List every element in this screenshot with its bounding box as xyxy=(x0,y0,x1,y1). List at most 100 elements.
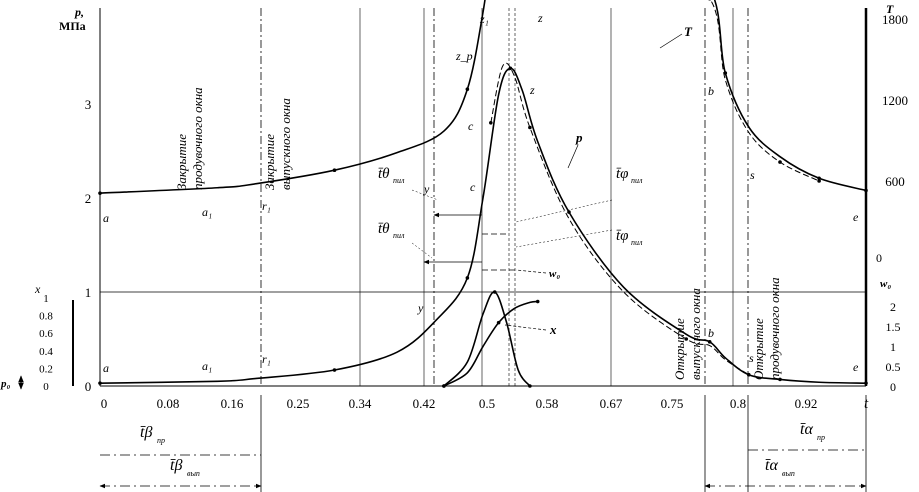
data-point-t-calc xyxy=(708,0,711,1)
label-t-beta-pr-sub: пр xyxy=(157,436,165,445)
p-axis-title: p, xyxy=(74,5,84,19)
lower-label-e: e xyxy=(853,360,859,374)
label-t-alpha-pr-sub: пр xyxy=(817,433,825,442)
t-tick-label: 0.25 xyxy=(287,396,310,411)
curve-label-T: T xyxy=(684,24,693,39)
label-t-alpha-vyp-sub: вып xyxy=(782,469,795,478)
point-label-a1: a₁ xyxy=(202,205,212,219)
t-axis-ticks: 0 0.08 0.16 0.25 0.34 0.42 0.5 0.58 0.67 0.75 0.8 0… xyxy=(101,396,818,411)
data-point-w0 xyxy=(492,290,497,294)
t-tick-label: 0.8 xyxy=(730,396,746,411)
x-fraction-tick-label: 0.2 xyxy=(39,363,53,375)
label-t-beta-vyp-sub: вып xyxy=(187,469,200,478)
w-tick-label: 2 xyxy=(890,300,896,314)
x-fraction-tick-label: 0 xyxy=(43,381,49,393)
data-point-p xyxy=(778,377,782,382)
data-point-p-calc xyxy=(684,337,689,341)
curve-label-x: x xyxy=(549,322,557,337)
data-point-w0 xyxy=(528,384,532,388)
p-axis-unit: МПа xyxy=(59,19,86,33)
label-t-phi-2-sub: пил xyxy=(631,238,643,247)
label-t-phi-2: t̄φ xyxy=(616,228,629,244)
w-axis-title: w₀ xyxy=(880,278,891,290)
w-axis-ticks: 2 1.5 1 0.5 0 xyxy=(886,300,901,394)
lower-label-r1: r₁ xyxy=(262,352,271,366)
label-t-theta-1: t̄θ xyxy=(378,166,390,182)
data-point-t xyxy=(465,87,470,91)
x-fraction-tick-label: 1 xyxy=(43,293,49,305)
lower-label-y: y xyxy=(417,301,424,315)
T-tick-label: 600 xyxy=(885,174,905,189)
svg-text:Открытие: Открытие xyxy=(672,318,687,380)
data-point-t xyxy=(332,168,337,172)
point-label-e-upper: e xyxy=(853,210,859,224)
t-tick-label: 0 xyxy=(101,396,108,411)
series-line-t xyxy=(99,0,867,194)
t-axis-label: t xyxy=(864,396,869,412)
data-point-t xyxy=(817,176,821,181)
point-label-y: y xyxy=(423,182,430,196)
svg-text:продувочного окна: продувочного окна xyxy=(190,87,205,190)
data-point-p xyxy=(508,66,513,71)
label-t-beta-pr: t̄β xyxy=(140,424,153,441)
data-point-p xyxy=(567,210,571,214)
data-point-t-calc xyxy=(817,179,821,183)
t-tick-label: 0.67 xyxy=(600,396,623,411)
T-tick-label: 1800 xyxy=(882,12,908,27)
t-tick-label: 0.16 xyxy=(221,396,244,411)
p-tick-label: 3 xyxy=(85,97,92,112)
annotation-open-exhaust: Открытие выпускного окна xyxy=(672,288,703,380)
curve-label-p-leader xyxy=(567,144,579,169)
data-point-x xyxy=(442,384,446,388)
point-label-r1: r₁ xyxy=(262,199,271,213)
x-fraction-tick-label: 0.6 xyxy=(39,328,53,340)
t-tick-label: 0.92 xyxy=(795,396,818,411)
lower-label-a1: a₁ xyxy=(202,359,212,373)
label-t-alpha-vyp: t̄α xyxy=(765,457,779,474)
label-t-phi-1: t̄φ xyxy=(616,166,629,182)
p-tick-label: 0 xyxy=(85,379,92,394)
data-point-p-calc xyxy=(528,125,532,130)
data-point-p xyxy=(707,340,712,344)
w-tick-label: 1 xyxy=(890,340,896,354)
point-label-b-upper: b xyxy=(708,84,714,98)
T-tick-label: 1200 xyxy=(882,93,908,108)
point-label-zp: z_p xyxy=(455,49,473,63)
label-t-theta-2-sub: пил xyxy=(393,231,405,240)
T-axis-zero: 0 xyxy=(876,251,882,265)
point-label-z-p: z xyxy=(529,83,535,97)
lower-label-s: s xyxy=(749,351,754,365)
p-tick-label: 1 xyxy=(85,285,92,300)
svg-text:выпускного окна: выпускного окна xyxy=(278,98,293,190)
data-point-x xyxy=(535,299,540,304)
t-tick-label: 0.5 xyxy=(479,396,495,411)
leader-phi-2 xyxy=(515,229,613,248)
data-point-p xyxy=(332,368,337,372)
data-point-p xyxy=(864,381,868,385)
label-t-theta-2: t̄θ xyxy=(378,221,390,237)
T-axis-ticks: 600120018002400 xyxy=(882,12,908,189)
x-fraction-axis-ticks: 1 0.8 0.6 0.4 0.2 0 xyxy=(39,293,53,393)
curve-label-w0: w₀ xyxy=(549,268,560,280)
w-tick-label: 0 xyxy=(890,380,896,394)
point-label-a: a xyxy=(103,211,109,225)
data-point-t xyxy=(98,191,102,195)
data-point-p-calc xyxy=(746,372,751,377)
point-label-z1: z₁ xyxy=(479,12,489,26)
x-fraction-tick-label: 0.4 xyxy=(39,346,53,358)
leader-phi-1 xyxy=(515,199,613,223)
data-point-p-calc xyxy=(489,121,493,125)
T-axis-title: T xyxy=(886,2,894,16)
t-tick-label: 0.42 xyxy=(413,396,436,411)
t-tick-label: 0.34 xyxy=(349,396,372,411)
label-t-theta-1-sub: пил xyxy=(393,176,405,185)
leader-theta-2 xyxy=(411,242,433,259)
series-line-p-calc xyxy=(490,62,750,376)
svg-text:продувочного окна: продувочного окна xyxy=(767,277,782,380)
annotation-open-intake: Открытие продувочного окна xyxy=(751,277,782,380)
svg-text:выпускного окна: выпускного окна xyxy=(688,288,703,380)
x-fraction-tick-label: 0.8 xyxy=(39,311,53,323)
curve-label-p: p xyxy=(575,130,583,145)
